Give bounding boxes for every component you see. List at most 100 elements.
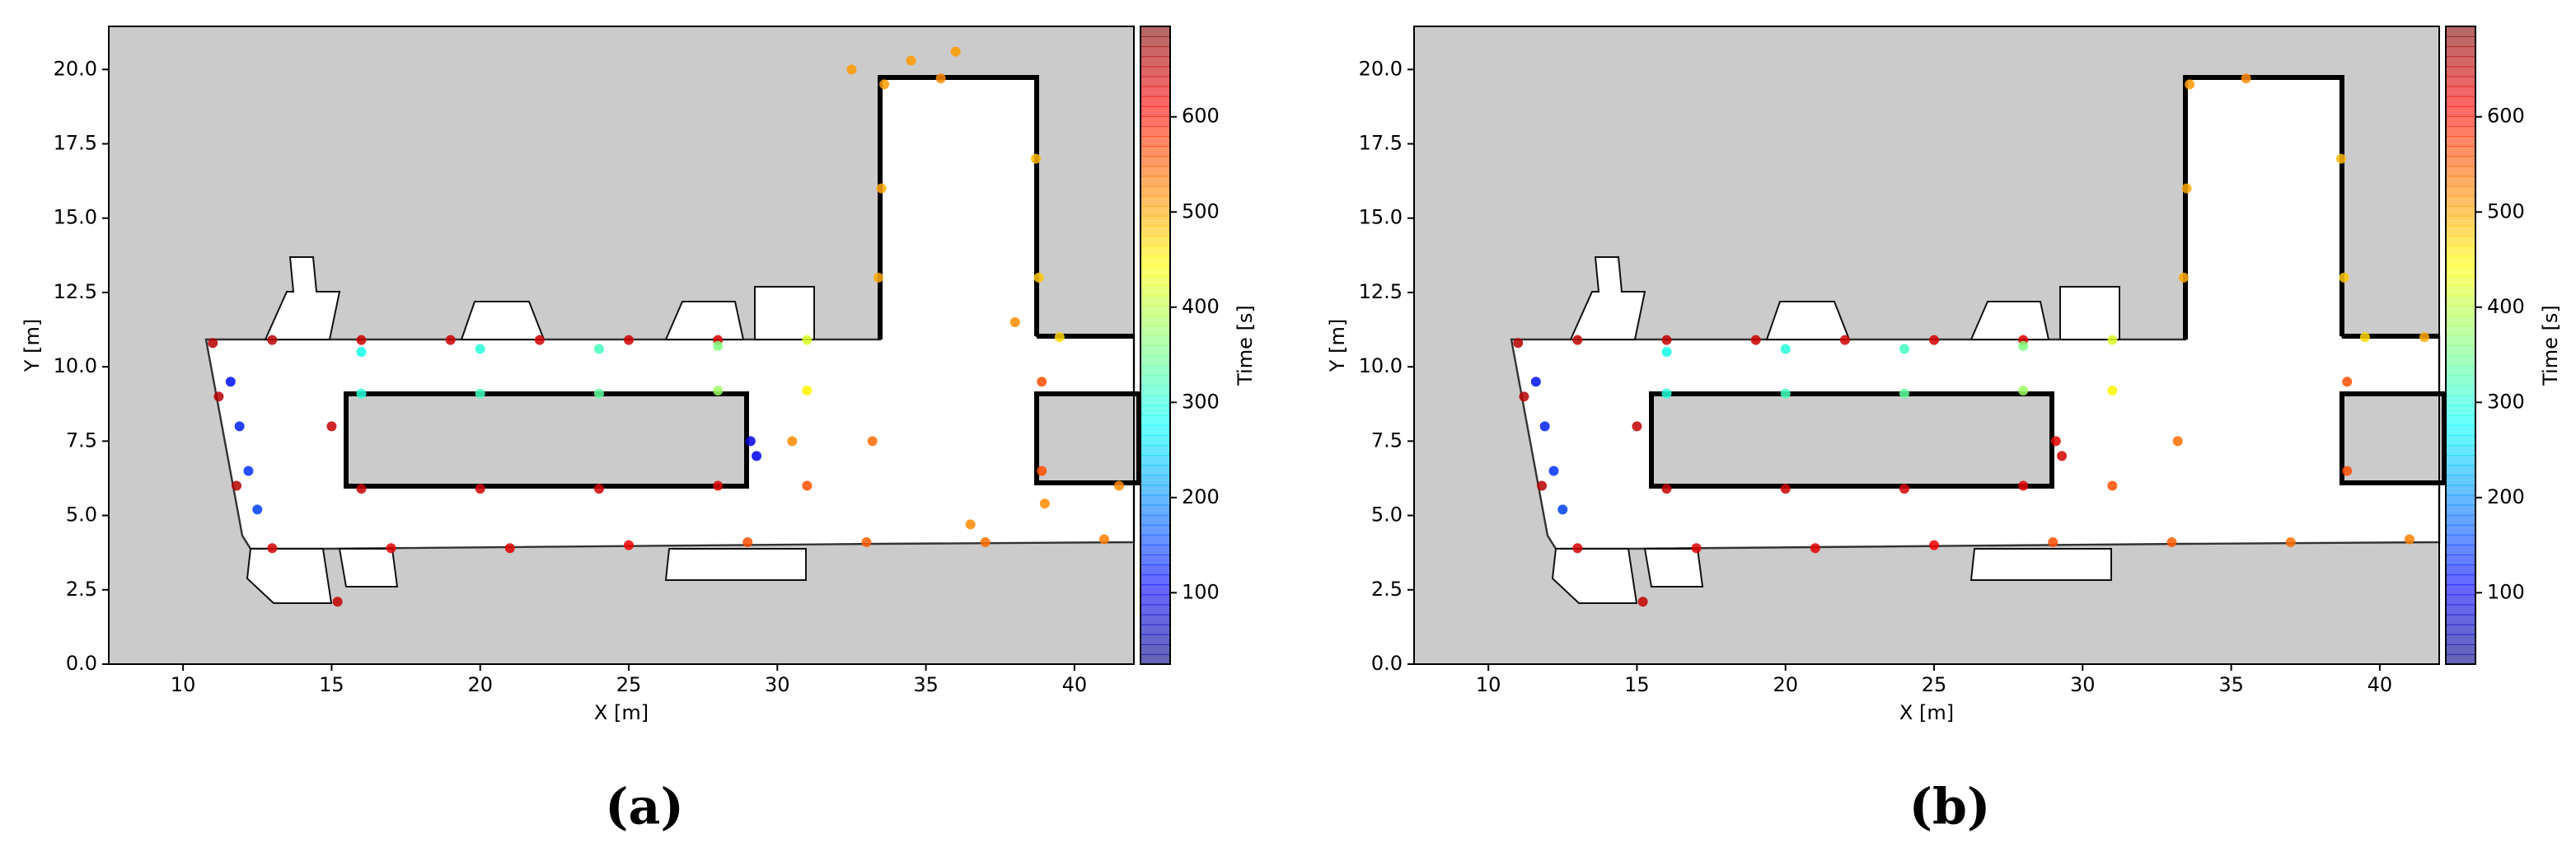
colorbar-band: [1140, 494, 1170, 506]
y-tick-label: 15.0: [54, 206, 97, 229]
point: [2336, 153, 2347, 164]
colorbar-band: [1140, 125, 1170, 138]
point: [2018, 480, 2029, 491]
colorbar-tick-label: 400: [1182, 295, 1220, 318]
x-tick-label: 35: [913, 673, 939, 696]
colorbar-band: [1140, 414, 1170, 426]
points: [208, 46, 1124, 607]
colorbar-band: [2446, 475, 2475, 486]
point: [475, 484, 485, 494]
colorbar-label: Time [s]: [1234, 305, 1257, 386]
colorbar-band: [1140, 156, 1170, 167]
colorbar-band: [2446, 146, 2475, 157]
point: [1539, 421, 1550, 432]
point: [879, 79, 890, 90]
colorbar-band: [2446, 325, 2475, 336]
y-tick-label: 2.5: [1371, 578, 1403, 601]
point: [1750, 335, 1761, 345]
point: [876, 183, 887, 194]
point: [356, 484, 367, 494]
colorbar-band: [2446, 405, 2475, 416]
colorbar-band: [2446, 315, 2475, 326]
colorbar-band: [2446, 465, 2475, 476]
colorbar-tick-label: 300: [2487, 390, 2525, 413]
colorbar-band: [2446, 105, 2475, 117]
point: [1691, 543, 1702, 554]
point: [802, 386, 813, 396]
colorbar-band: [1140, 265, 1170, 277]
point: [504, 543, 515, 554]
colorbar-band: [2446, 485, 2475, 496]
axes-frame: [1413, 26, 2440, 665]
point: [1033, 272, 1044, 283]
colorbar-band: [2446, 395, 2475, 406]
point: [2107, 335, 2118, 345]
point: [2285, 537, 2296, 548]
point: [1839, 335, 1850, 345]
point: [1899, 484, 1909, 494]
map: [109, 26, 1139, 664]
colorbar-band: [1140, 345, 1170, 357]
colorbar-band: [1140, 86, 1170, 97]
colorbar-band: [2446, 504, 2475, 516]
colorbar-band: [1140, 475, 1170, 486]
colorbar-band: [1140, 285, 1170, 297]
point: [1037, 466, 1047, 476]
colorbar-band: [1140, 295, 1170, 307]
colorbar-band: [1140, 385, 1170, 396]
colorbar-band: [1140, 146, 1170, 157]
colorbar-tick-label: 600: [1182, 105, 1220, 128]
colorbar-band: [2446, 355, 2475, 367]
y-tick-label: 17.5: [54, 132, 97, 155]
colorbar-band: [2446, 295, 2475, 307]
colorbar-band: [1140, 444, 1170, 456]
point: [243, 466, 254, 476]
colorbar-band: [2446, 534, 2475, 545]
point: [356, 388, 367, 399]
colorbar-band: [2446, 26, 2475, 38]
colorbar-band: [2446, 235, 2475, 247]
colorbar-band: [2446, 66, 2475, 77]
point: [745, 436, 756, 447]
y-tick-label: 10.0: [1359, 354, 1403, 377]
colorbar-band: [1140, 653, 1170, 665]
colorbar-band: [1140, 325, 1170, 336]
point: [2018, 340, 2029, 351]
point: [965, 519, 976, 530]
point: [1780, 344, 1791, 354]
point: [356, 347, 367, 358]
colorbar-band: [1140, 504, 1170, 516]
point: [213, 391, 224, 402]
colorbar-band: [2446, 215, 2475, 227]
colorbar-band: [2446, 494, 2475, 506]
point: [935, 73, 946, 84]
point: [593, 388, 604, 399]
point: [234, 421, 245, 432]
point: [326, 421, 337, 432]
colorbar-band: [2446, 564, 2475, 576]
point: [1113, 480, 1124, 491]
point: [873, 272, 883, 283]
point: [2181, 183, 2192, 194]
x-axis-label: X [m]: [1899, 701, 1954, 724]
panel: 10 15 20 25 30 35 40 0.0 2.5 5.0 7.5 10.0 12.5 15.0 17…: [21, 26, 1257, 836]
point: [1632, 421, 1642, 432]
colorbar-band: [2446, 265, 2475, 277]
colorbar-band: [1140, 255, 1170, 267]
x-tick-label: 10: [1476, 673, 1501, 696]
colorbar-band: [2446, 614, 2475, 625]
point: [1810, 543, 1820, 554]
point: [2048, 537, 2058, 548]
point: [624, 540, 635, 550]
point: [713, 340, 724, 351]
axes-frame: [108, 26, 1135, 665]
panel-label: (b): [1909, 779, 1991, 836]
point: [1054, 332, 1065, 343]
colorbar-band: [2446, 414, 2475, 426]
point: [1530, 377, 1541, 387]
point: [861, 537, 872, 548]
y-tick-label: 7.5: [1371, 428, 1403, 452]
colorbar-band: [1140, 136, 1170, 147]
colorbar-band: [1140, 624, 1170, 635]
y-tick-label: 12.5: [1359, 280, 1403, 303]
